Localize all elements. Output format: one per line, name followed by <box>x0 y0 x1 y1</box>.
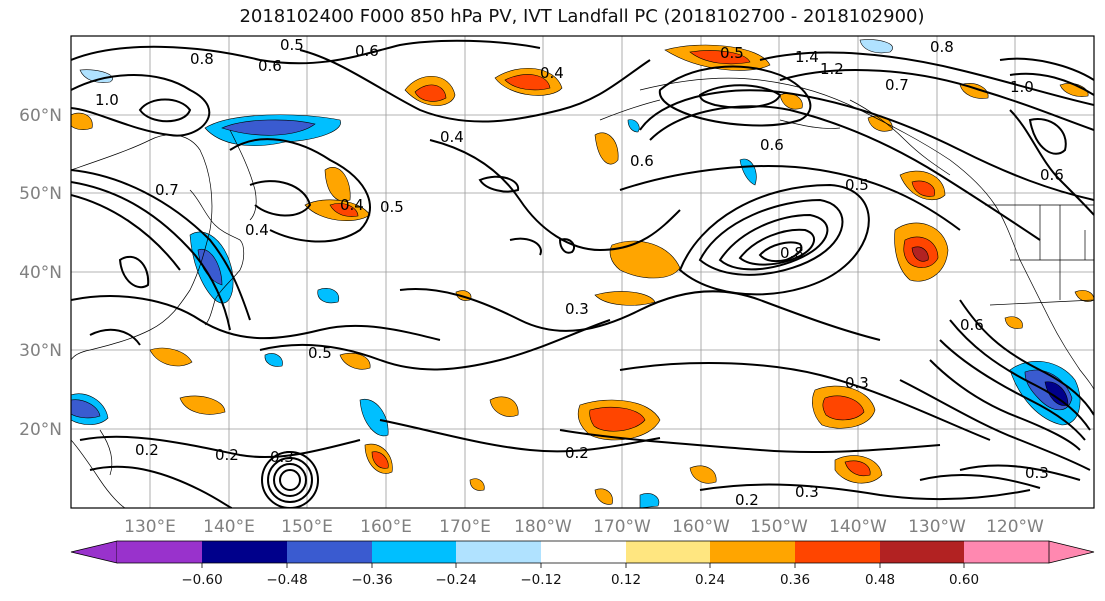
contour-label: 1.0 <box>1010 78 1034 96</box>
contour-label: 0.4 <box>245 221 269 239</box>
contour-label: 0.7 <box>885 76 909 94</box>
contour-label: 0.2 <box>565 444 589 462</box>
lon-label: 160°E <box>360 517 412 537</box>
lon-label: 140°E <box>203 517 255 537</box>
colorbar-swatch <box>372 541 456 563</box>
contour-label: 0.3 <box>270 448 294 466</box>
latitude-labels: 60°N 50°N 40°N 30°N 20°N <box>19 106 62 440</box>
colorbar-swatch <box>541 541 626 563</box>
contour-label: 0.8 <box>190 50 214 68</box>
lat-label: 60°N <box>19 106 62 126</box>
lon-label: 150°E <box>281 517 333 537</box>
colorbar-swatch <box>964 541 1049 563</box>
colorbar-swatch <box>795 541 880 563</box>
contour-label: 0.6 <box>258 57 282 75</box>
colorbar-swatch <box>880 541 964 563</box>
colorbar-tick-label: 0.24 <box>695 572 725 588</box>
colorbar-swatch <box>117 541 202 563</box>
lon-label: 170°E <box>439 517 491 537</box>
contour-label: 0.5 <box>845 176 869 194</box>
contour-label: 1.4 <box>795 48 819 66</box>
lat-label: 20°N <box>19 420 62 440</box>
lat-label: 50°N <box>19 184 62 204</box>
map-title: 2018102400 F000 850 hPa PV, IVT Landfall… <box>239 6 925 27</box>
contour-label: 0.8 <box>930 38 954 56</box>
colorbar-tick-label: −0.60 <box>181 572 222 588</box>
contour-label: 0.8 <box>780 244 804 262</box>
colorbar-tick-label: 0.48 <box>865 572 895 588</box>
positive-pv-shading <box>71 44 1094 505</box>
lon-label: 120°W <box>986 517 1044 537</box>
neg-blob-165e <box>359 398 389 437</box>
lat-label: 30°N <box>19 341 62 361</box>
contour-label: 1.2 <box>820 60 844 78</box>
pos-blob-160w-40n <box>609 240 681 279</box>
contour-label: 0.3 <box>565 300 589 318</box>
contour-label: 0.5 <box>380 198 404 216</box>
colorbar-extend-high <box>1048 540 1095 564</box>
contour-label: 0.5 <box>280 36 304 54</box>
contour-label: 0.2 <box>135 441 159 459</box>
map-panel: 0.8 0.6 0.5 0.6 1.0 0.7 0.4 0.4 0.4 0.5 … <box>70 35 1095 509</box>
colorbar-swatch <box>287 541 372 563</box>
contour-label: 0.6 <box>1040 166 1064 184</box>
colorbar-swatch <box>626 541 710 563</box>
contour-label: 0.6 <box>355 42 379 60</box>
contour-label: 0.6 <box>760 136 784 154</box>
colorbar-tick-label: 0.60 <box>949 572 979 588</box>
colorbar-tick-label: −0.12 <box>520 572 561 588</box>
contour-ivt-max <box>698 198 844 276</box>
contour-label: 0.7 <box>155 181 179 199</box>
colorbar-tick-label: 0.12 <box>611 572 641 588</box>
contour-label: 0.2 <box>215 446 239 464</box>
colorbar-tick-label: −0.48 <box>266 572 307 588</box>
contour-label: 0.4 <box>340 196 364 214</box>
contour-label: 0.4 <box>440 128 464 146</box>
colorbar-swatch <box>710 541 795 563</box>
colorbar-extend-low <box>70 540 118 564</box>
colorbar-tick-label: −0.36 <box>351 572 392 588</box>
contour-label: 0.6 <box>630 152 654 170</box>
lon-label: 140°W <box>829 517 887 537</box>
lon-label: 180°W <box>514 517 572 537</box>
contour-label: 0.4 <box>540 64 564 82</box>
lon-label: 150°W <box>750 517 808 537</box>
contour-lines <box>71 39 1094 508</box>
lat-label: 40°N <box>19 263 62 283</box>
colorbar-swatch <box>456 541 541 563</box>
contour-label: 0.3 <box>1025 464 1049 482</box>
colorbar: −0.60 −0.48 −0.36 −0.24 −0.12 0.12 0.24 … <box>70 540 1095 588</box>
colorbar-swatch <box>202 541 287 563</box>
contour-label: 0.3 <box>845 374 869 392</box>
colorbar-tick-label: −0.24 <box>435 572 476 588</box>
longitude-labels: 130°E 140°E 150°E 160°E 170°E 180°W 170°… <box>124 517 1044 537</box>
lon-label: 130°W <box>908 517 966 537</box>
lon-label: 170°W <box>593 517 651 537</box>
coastlines <box>71 77 1094 508</box>
negative-pv-shading <box>71 39 1081 508</box>
map-frame <box>70 35 1095 509</box>
lon-label: 130°E <box>124 517 176 537</box>
contour-labels: 0.8 0.6 0.5 0.6 1.0 0.7 0.4 0.4 0.4 0.5 … <box>95 36 1064 509</box>
contour-label: 0.5 <box>720 44 744 62</box>
colorbar-tick-label: 0.36 <box>780 572 810 588</box>
lon-label: 160°W <box>672 517 730 537</box>
contour-label: 1.0 <box>95 91 119 109</box>
contour-label: 0.5 <box>308 344 332 362</box>
contour-label: 0.6 <box>960 316 984 334</box>
contour-label: 0.3 <box>795 483 819 501</box>
contour-label: 0.2 <box>735 491 759 509</box>
